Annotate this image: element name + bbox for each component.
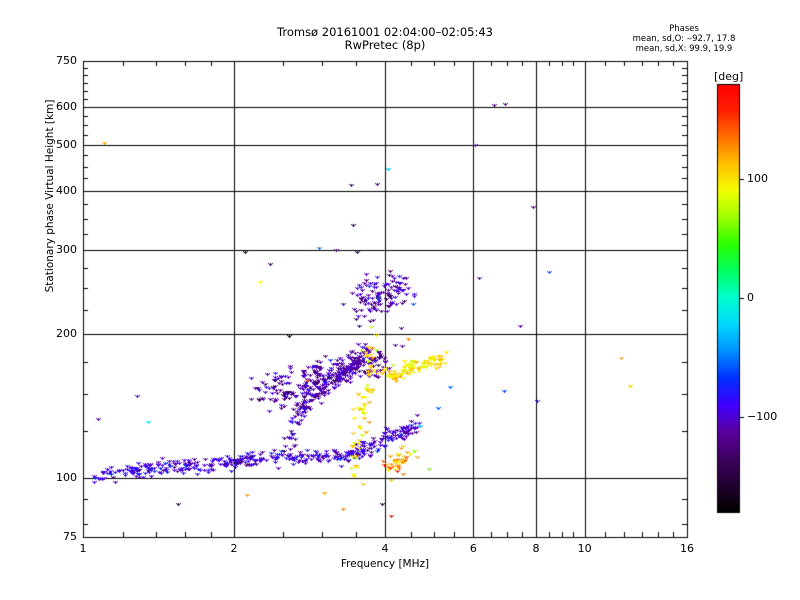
y-tick-label-200: 200	[56, 327, 77, 341]
y-tick-label-600: 600	[56, 100, 77, 114]
y-tick-label-750: 750	[56, 54, 77, 67]
y-tick-label-400: 400	[56, 183, 77, 197]
x-tick-label-2: 2	[230, 542, 238, 555]
phase-stats-x-mode: mean, sd,X: 99.9, 19.9	[635, 44, 733, 54]
phase-stats-o-mode: mean, sd,O: ‒92.7, 17.8	[632, 34, 736, 44]
phase-stats-header: Phases	[669, 24, 699, 34]
x-tick-label-6: 6	[469, 542, 477, 555]
y-tick-label-100: 100	[56, 470, 77, 484]
x-axis-label: Frequency [MHz]	[340, 558, 430, 570]
colorbar-unit-label: [deg]	[714, 70, 744, 83]
colorbar-tick-label--100: −100	[747, 409, 778, 423]
x-tick-label-1: 1	[79, 542, 87, 555]
y-tick-label-300: 300	[56, 243, 77, 257]
x-tick-label-4: 4	[381, 542, 389, 555]
y-tick-label-75: 75	[63, 530, 77, 543]
colorbar-tick-label-0: 0	[747, 291, 754, 304]
x-tick-label-10: 10	[577, 542, 592, 555]
title-line-2: RwPretec (8p)	[344, 38, 426, 52]
colorbar-tick-label-100: 100	[747, 172, 768, 186]
plot-title: Tromsø 20161001 02:04:00–02:05:43 RwPret…	[83, 26, 687, 52]
y-tick-label-500: 500	[56, 137, 77, 151]
x-tick-label-8: 8	[532, 542, 540, 555]
x-tick-label-16: 16	[680, 542, 694, 555]
title-line-1: Tromsø 20161001 02:04:00–02:05:43	[277, 25, 493, 39]
phase-statistics-annotation: Phases mean, sd,O: ‒92.7, 17.8 mean, sd,…	[596, 24, 772, 54]
